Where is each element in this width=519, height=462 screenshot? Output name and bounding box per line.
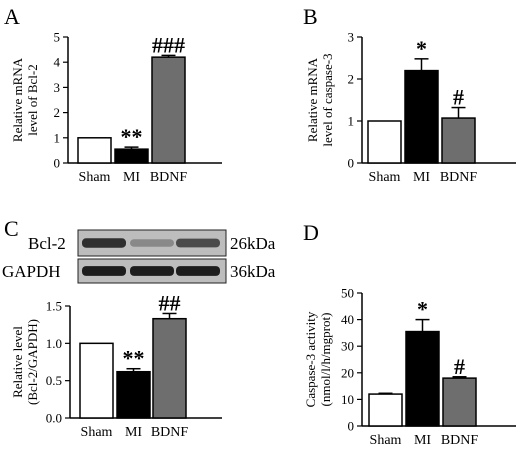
y-axis-label-line: level of caspase-3 (320, 53, 335, 146)
y-axis-label-line: Relative mRNA (305, 57, 320, 142)
y-axis-label: Relative mRNAlevel of Bcl-2 (10, 57, 40, 142)
category-label: Sham (369, 170, 401, 185)
y-axis-label: Relative level(Bcl-2/GAPDH) (10, 319, 40, 405)
y-tick-label: 10 (341, 392, 354, 407)
bar-sham (367, 120, 402, 164)
significance-mark: ## (159, 290, 181, 315)
y-tick-label: 4 (54, 55, 61, 70)
category-label: Sham (79, 170, 111, 185)
y-tick-label: 2 (348, 72, 355, 87)
significance-mark: # (454, 354, 465, 379)
y-tick-label: 5 (54, 30, 61, 45)
chart-panel-c: 0.0 0.5 1.0 1.5 Relative level(Bcl-2/GAPDH) S… (10, 290, 222, 440)
y-axis-label: Relative mRNAlevel of caspase-3 (305, 53, 335, 146)
y-tick-label: 1.0 (46, 336, 62, 351)
y-axis-label-line: (nmol/l/h/mgprot) (318, 313, 333, 407)
blot-band (130, 266, 174, 276)
category-label: Sham (81, 425, 113, 440)
y-tick-label: 3 (54, 80, 61, 95)
panel-letter-b: B (303, 4, 318, 29)
category-label: BDNF (441, 433, 479, 448)
y-tick-label: 20 (341, 365, 354, 380)
bar-mi (116, 370, 151, 419)
significance-mark: * (416, 36, 427, 61)
y-tick-label: 0 (348, 419, 355, 434)
bar-bdnf (442, 377, 477, 427)
panel-letter-a: A (4, 4, 20, 29)
y-tick-label: 3 (348, 30, 355, 45)
panel-letter-c: C (4, 216, 19, 241)
y-axis-label-line: Relative mRNA (10, 57, 25, 142)
category-label: BDNF (440, 170, 478, 185)
bar-sham (77, 137, 112, 164)
y-axis-label-line: Caspase-3 activity (303, 311, 318, 407)
blot-size-label-bcl2: 26kDa (230, 234, 276, 253)
y-tick-label: 30 (341, 339, 354, 354)
blot-protein-label-bcl2: Bcl-2 (28, 234, 66, 253)
y-axis-label: Caspase-3 activity(nmol/l/h/mgprot) (303, 311, 333, 407)
y-tick-label: 0 (348, 156, 355, 171)
y-tick-label: 1 (348, 114, 355, 129)
y-tick-label: 1 (54, 130, 61, 145)
y-tick-label: 40 (341, 312, 354, 327)
blot-band (130, 239, 174, 247)
bar-bdnf (441, 117, 476, 164)
y-tick-label: 50 (341, 286, 354, 301)
y-axis-label-line: level of Bcl-2 (25, 64, 40, 135)
blot-protein-label-gapdh: GAPDH (2, 262, 61, 281)
bar-bdnf (152, 317, 187, 419)
significance-mark: * (417, 297, 428, 322)
panel-letter-d: D (303, 220, 319, 245)
chart-panel-b: 0 1 2 3 Relative mRNAlevel of caspase-3 Sham *… (305, 30, 516, 185)
category-label: BDNF (150, 170, 188, 185)
blot-size-label-gapdh: 36kDa (230, 262, 276, 281)
bar-sham (368, 393, 403, 427)
significance-mark: ** (123, 346, 145, 371)
chart-panel-a: 0 1 2 3 4 5 Relative mRNAlevel of Bcl-2 Sham ** M… (10, 30, 222, 185)
y-axis-label-line: (Bcl-2/GAPDH) (25, 319, 40, 405)
bar-mi (114, 148, 149, 164)
western-blot: Bcl-2 GAPDH 26kDa 36kDa (2, 229, 276, 284)
category-label: MI (125, 425, 142, 440)
y-tick-label: 0.0 (46, 411, 62, 426)
chart-panel-d: 0 10 20 30 40 50 Caspase-3 activity(nmol/l/h/m… (303, 286, 516, 448)
significance-mark: ### (152, 32, 185, 57)
blot-band (176, 238, 220, 248)
y-tick-label: 0.5 (46, 373, 62, 388)
blot-band (82, 266, 126, 276)
y-tick-label: 1.5 (46, 299, 62, 314)
blot-band (176, 266, 220, 276)
bar-sham (79, 342, 114, 419)
category-label: MI (413, 170, 430, 185)
blot-band (82, 238, 126, 248)
category-label: BDNF (151, 425, 189, 440)
bar-mi (404, 69, 439, 164)
y-tick-label: 2 (54, 105, 61, 120)
significance-mark: # (453, 85, 464, 110)
category-label: MI (414, 433, 431, 448)
y-axis-label-line: Relative level (10, 326, 25, 398)
bar-mi (405, 330, 440, 427)
bar-bdnf (151, 56, 186, 164)
significance-mark: ** (121, 124, 143, 149)
category-label: Sham (370, 433, 402, 448)
y-tick-label: 0 (54, 156, 61, 171)
category-label: MI (123, 170, 140, 185)
